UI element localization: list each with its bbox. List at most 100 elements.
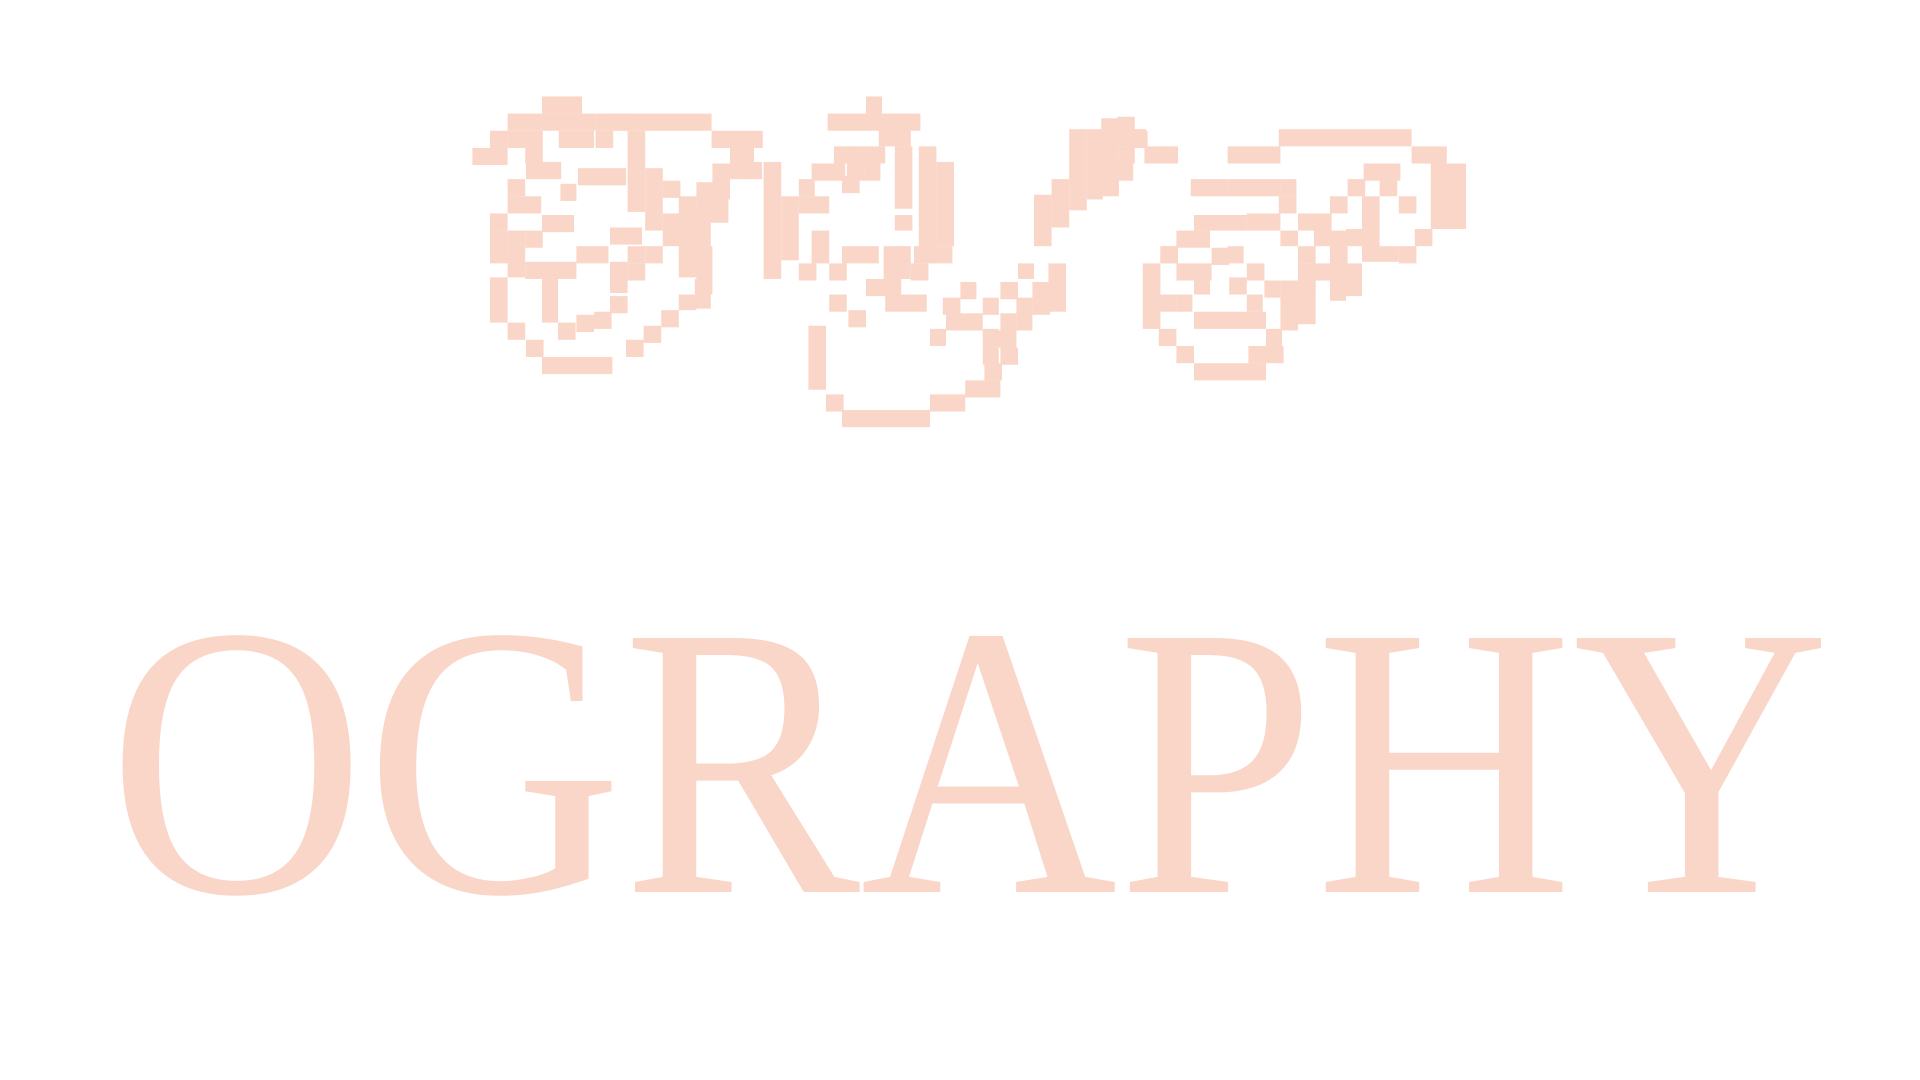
pixel-block bbox=[1034, 194, 1052, 247]
pixel-block bbox=[1379, 179, 1398, 197]
pixel-block bbox=[1194, 215, 1247, 231]
pixel-block bbox=[1298, 246, 1316, 264]
pixel-block bbox=[1194, 311, 1266, 329]
pixel-block bbox=[558, 322, 576, 340]
pixel-block bbox=[645, 168, 663, 214]
pixel-block bbox=[1264, 280, 1281, 298]
pixel-block bbox=[1158, 294, 1177, 312]
pixel-block bbox=[576, 246, 609, 264]
pixel-block bbox=[1018, 263, 1034, 279]
pixel-block bbox=[808, 325, 826, 390]
pixel-block bbox=[1069, 129, 1087, 211]
pixel-block bbox=[542, 277, 558, 323]
pixel-block bbox=[507, 230, 526, 248]
pixel-block bbox=[1346, 229, 1364, 247]
pixel-block bbox=[610, 261, 628, 293]
pixel-block bbox=[1280, 280, 1298, 314]
pixel-block bbox=[1266, 328, 1282, 347]
pixel-block bbox=[1246, 213, 1281, 231]
pixel-lettering-logo bbox=[472, 96, 1466, 428]
pixel-block bbox=[1298, 296, 1314, 314]
pixel-block bbox=[1102, 179, 1119, 197]
pixel-block bbox=[885, 294, 927, 312]
pixel-block bbox=[542, 356, 613, 375]
pixel-block bbox=[472, 147, 490, 166]
pixel-block bbox=[490, 230, 508, 248]
pixel-block bbox=[866, 96, 882, 114]
pixel-block bbox=[1194, 278, 1210, 295]
pixel-block bbox=[1194, 263, 1212, 281]
pixel-block bbox=[1144, 146, 1162, 164]
pixel-block bbox=[1347, 179, 1366, 197]
pixel-block bbox=[1190, 179, 1228, 197]
pixel-block bbox=[1128, 129, 1146, 147]
pixel-block bbox=[1346, 263, 1362, 297]
pixel-block bbox=[1101, 163, 1119, 181]
pixel-block bbox=[848, 310, 866, 328]
pixel-block bbox=[1430, 179, 1466, 230]
pixel-block bbox=[595, 130, 614, 148]
pixel-block bbox=[678, 196, 697, 214]
pixel-block bbox=[490, 277, 508, 323]
pixel-block bbox=[1000, 347, 1018, 365]
pixel-block bbox=[894, 246, 911, 279]
pixel-block bbox=[781, 196, 799, 261]
pixel-block bbox=[1227, 179, 1281, 197]
pixel-block bbox=[507, 113, 596, 131]
pixel-block bbox=[982, 297, 999, 315]
pixel-block bbox=[946, 313, 983, 331]
pixel-block bbox=[1160, 146, 1178, 164]
pixel-block bbox=[894, 129, 911, 147]
pixel-block bbox=[1229, 277, 1247, 295]
pixel-block bbox=[576, 314, 594, 332]
pixel-block bbox=[594, 311, 612, 329]
pixel-block bbox=[1398, 246, 1417, 264]
pixel-block bbox=[798, 263, 817, 281]
pixel-block bbox=[878, 129, 897, 147]
pixel-block bbox=[614, 113, 632, 131]
pixel-block bbox=[930, 328, 946, 347]
pixel-block bbox=[643, 325, 662, 343]
pixel-block bbox=[542, 96, 582, 114]
pixel-block bbox=[1278, 196, 1297, 214]
pixel-block bbox=[1194, 230, 1210, 248]
pixel-block bbox=[880, 113, 921, 131]
pixel-block bbox=[910, 263, 929, 281]
pixel-block bbox=[1282, 313, 1298, 331]
pixel-block bbox=[490, 147, 508, 166]
pixel-block bbox=[678, 294, 697, 311]
pixel-block bbox=[1298, 213, 1314, 231]
pixel-block bbox=[1314, 213, 1332, 247]
pixel-block bbox=[1176, 294, 1193, 312]
pixel-block bbox=[1363, 163, 1401, 181]
pixel-block bbox=[984, 363, 1002, 381]
pixel-block bbox=[1194, 363, 1266, 381]
pixel-block bbox=[1176, 230, 1194, 248]
pixel-block bbox=[645, 213, 663, 231]
pixel-block bbox=[1330, 230, 1346, 301]
pixel-block bbox=[894, 215, 913, 231]
pixel-block bbox=[738, 144, 754, 162]
pixel-block bbox=[960, 282, 977, 300]
pixel-block bbox=[711, 130, 763, 148]
pixel-block bbox=[712, 163, 730, 200]
pixel-block bbox=[1330, 196, 1348, 214]
word-text: OGRAPHY bbox=[108, 546, 1830, 976]
pixel-block bbox=[1176, 263, 1194, 281]
pixel-block bbox=[542, 215, 574, 233]
pixel-block bbox=[526, 339, 544, 357]
pixel-block bbox=[798, 196, 817, 214]
pixel-block bbox=[894, 146, 913, 209]
pixel-block bbox=[1115, 163, 1134, 181]
pixel-block bbox=[1280, 230, 1298, 247]
pixel-block bbox=[507, 322, 526, 340]
pixel-block bbox=[662, 180, 681, 198]
pixel-block bbox=[1398, 196, 1417, 214]
pixel-block bbox=[1098, 146, 1116, 164]
pixel-block bbox=[1000, 282, 1018, 300]
pixel-block bbox=[914, 246, 953, 264]
pixel-block bbox=[918, 146, 937, 248]
pixel-block bbox=[507, 246, 526, 278]
